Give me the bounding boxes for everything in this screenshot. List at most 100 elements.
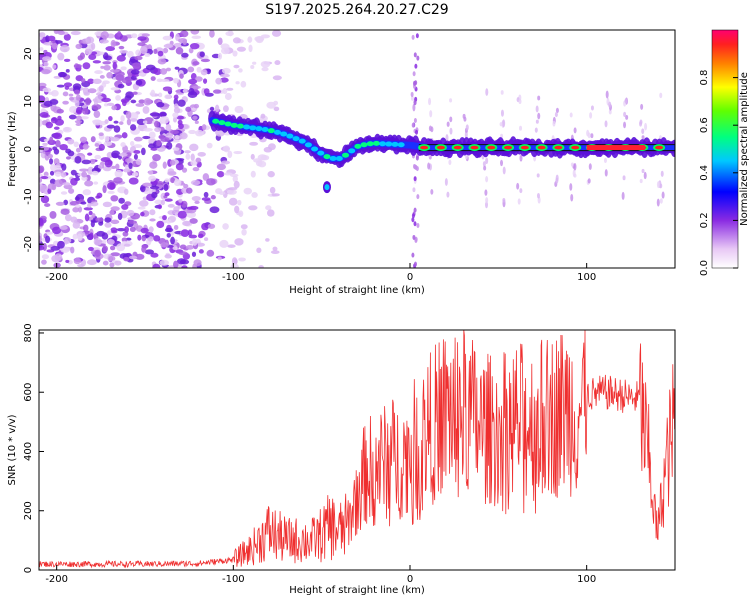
noise-speck (141, 244, 149, 249)
noise-speck (184, 150, 191, 154)
noise-speck (482, 161, 486, 167)
noise-speck (185, 153, 191, 160)
noise-speck (413, 100, 417, 106)
spectrogram-y-label: Frequency (Hz) (7, 111, 18, 187)
noise-speck (128, 177, 139, 185)
noise-speck (412, 187, 416, 193)
noise-speck (608, 101, 612, 108)
noise-speck (39, 165, 45, 173)
noise-speck (125, 91, 135, 99)
noise-speck (603, 157, 607, 164)
noise-speck (99, 39, 109, 44)
noise-speck (132, 91, 138, 95)
noise-speck (569, 183, 573, 191)
noise-speck (57, 240, 65, 249)
noise-speck (134, 55, 143, 61)
noise-speck (53, 126, 60, 130)
noise-speck (516, 182, 520, 190)
noise-speck (77, 206, 83, 213)
noise-speck (260, 113, 266, 119)
noise-speck (117, 31, 122, 37)
noise-speck (40, 176, 49, 180)
ridge-peak (385, 141, 393, 147)
noise-speck (238, 68, 243, 73)
noise-speck (159, 112, 167, 117)
noise-speck (518, 99, 522, 104)
noise-speck (178, 198, 183, 203)
noise-speck (123, 188, 129, 195)
noise-speck (82, 62, 91, 70)
noise-speck (232, 37, 241, 44)
noise-speck (74, 196, 80, 201)
noise-speck (149, 218, 156, 222)
noise-speck (484, 189, 488, 196)
noise-speck (56, 108, 64, 114)
noise-speck (140, 211, 145, 217)
y-tick-label: 20 (23, 47, 34, 60)
noise-speck (65, 68, 70, 73)
noise-speck (69, 105, 78, 114)
noise-speck (173, 103, 179, 109)
noise-speck (229, 173, 239, 178)
noise-speck (570, 193, 574, 202)
noise-speck (428, 125, 432, 132)
noise-speck (54, 179, 63, 188)
noise-speck (47, 183, 56, 190)
noise-speck (429, 110, 433, 118)
noise-speck (42, 87, 52, 93)
noise-speck (39, 218, 44, 226)
noise-speck (65, 156, 71, 160)
noise-speck (206, 249, 215, 257)
noise-speck (179, 73, 184, 79)
colorbar-gradient (711, 29, 739, 269)
noise-speck (206, 178, 216, 186)
noise-speck (415, 129, 419, 135)
carrier-core (420, 145, 429, 150)
noise-speck (86, 259, 97, 266)
ridge-peak (292, 136, 300, 142)
carrier-core (655, 145, 664, 150)
noise-speck (49, 158, 54, 165)
noise-speck (197, 233, 204, 239)
noise-speck (215, 77, 222, 85)
noise-speck (40, 146, 50, 151)
noise-speck (102, 201, 112, 208)
noise-speck (98, 220, 104, 226)
noise-speck (194, 200, 200, 204)
ridge-peak (224, 121, 232, 127)
noise-speck (107, 238, 115, 245)
noise-speck (181, 52, 189, 58)
noise-speck (102, 61, 112, 65)
noise-speck (137, 234, 142, 241)
noise-speck (555, 177, 559, 184)
noise-speck (132, 62, 141, 69)
noise-speck (191, 238, 198, 246)
noise-speck (41, 69, 51, 75)
noise-speck (82, 143, 89, 150)
noise-speck (85, 97, 91, 106)
noise-speck (499, 122, 503, 127)
noise-speck (273, 106, 280, 112)
noise-speck (79, 168, 89, 172)
colorbar-tick-label: 0.6 (699, 117, 710, 133)
noise-speck (109, 245, 116, 251)
noise-speck (123, 243, 131, 247)
noise-speck (93, 181, 99, 185)
noise-speck (40, 195, 50, 204)
noise-speck (218, 191, 226, 195)
noise-speck (485, 88, 489, 96)
noise-speck (116, 227, 126, 232)
ridge-peak (379, 141, 387, 147)
noise-speck (415, 155, 419, 161)
noise-speck (261, 67, 269, 72)
noise-speck (641, 135, 645, 140)
noise-speck (118, 121, 124, 125)
noise-speck (220, 47, 230, 55)
noise-speck (270, 250, 280, 255)
noise-speck (110, 195, 119, 202)
noise-speck (209, 30, 215, 38)
noise-speck (188, 129, 197, 135)
noise-speck (133, 150, 141, 154)
